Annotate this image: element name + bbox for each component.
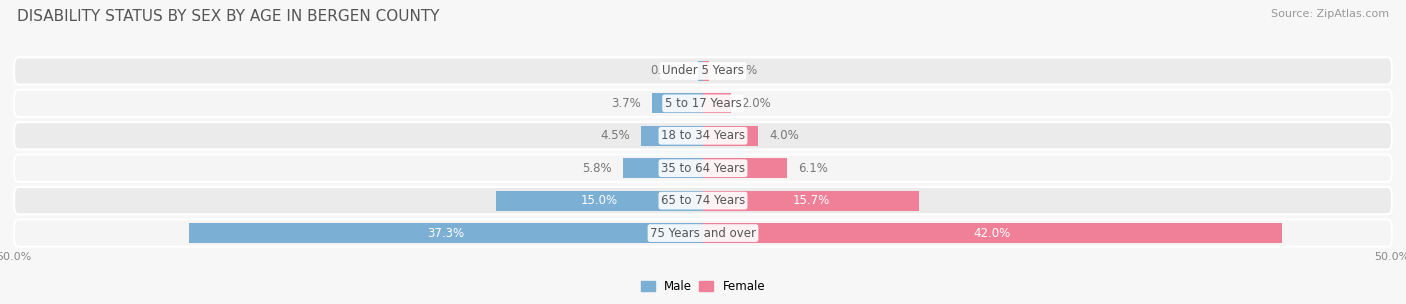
Bar <box>623 158 703 178</box>
Text: 15.0%: 15.0% <box>581 194 619 207</box>
Bar <box>703 158 787 178</box>
Bar <box>652 93 703 113</box>
FancyBboxPatch shape <box>14 57 1392 85</box>
Bar <box>703 93 731 113</box>
FancyBboxPatch shape <box>14 187 1392 214</box>
FancyBboxPatch shape <box>14 122 1392 149</box>
Bar <box>703 61 710 81</box>
Bar <box>697 61 703 81</box>
Text: 2.0%: 2.0% <box>741 97 772 110</box>
Text: 5 to 17 Years: 5 to 17 Years <box>665 97 741 110</box>
Text: 4.0%: 4.0% <box>769 129 799 142</box>
Text: Source: ZipAtlas.com: Source: ZipAtlas.com <box>1271 9 1389 19</box>
Bar <box>496 191 703 211</box>
Text: 37.3%: 37.3% <box>427 226 464 240</box>
Bar <box>703 223 1282 243</box>
Text: 75 Years and over: 75 Years and over <box>650 226 756 240</box>
Text: 3.7%: 3.7% <box>612 97 641 110</box>
Bar <box>188 223 703 243</box>
FancyBboxPatch shape <box>14 219 1392 247</box>
Text: 4.5%: 4.5% <box>600 129 630 142</box>
Text: Under 5 Years: Under 5 Years <box>662 64 744 78</box>
Text: 0.37%: 0.37% <box>650 64 688 78</box>
Legend: Male, Female: Male, Female <box>636 275 770 298</box>
Text: 15.7%: 15.7% <box>793 194 830 207</box>
Bar <box>703 191 920 211</box>
Text: 42.0%: 42.0% <box>974 226 1011 240</box>
FancyBboxPatch shape <box>14 90 1392 117</box>
Bar <box>703 126 758 146</box>
Text: 0.46%: 0.46% <box>720 64 758 78</box>
Text: DISABILITY STATUS BY SEX BY AGE IN BERGEN COUNTY: DISABILITY STATUS BY SEX BY AGE IN BERGE… <box>17 9 439 24</box>
Text: 5.8%: 5.8% <box>582 162 612 175</box>
Text: 35 to 64 Years: 35 to 64 Years <box>661 162 745 175</box>
Text: 18 to 34 Years: 18 to 34 Years <box>661 129 745 142</box>
Bar <box>641 126 703 146</box>
Text: 65 to 74 Years: 65 to 74 Years <box>661 194 745 207</box>
Text: 6.1%: 6.1% <box>799 162 828 175</box>
FancyBboxPatch shape <box>14 155 1392 182</box>
